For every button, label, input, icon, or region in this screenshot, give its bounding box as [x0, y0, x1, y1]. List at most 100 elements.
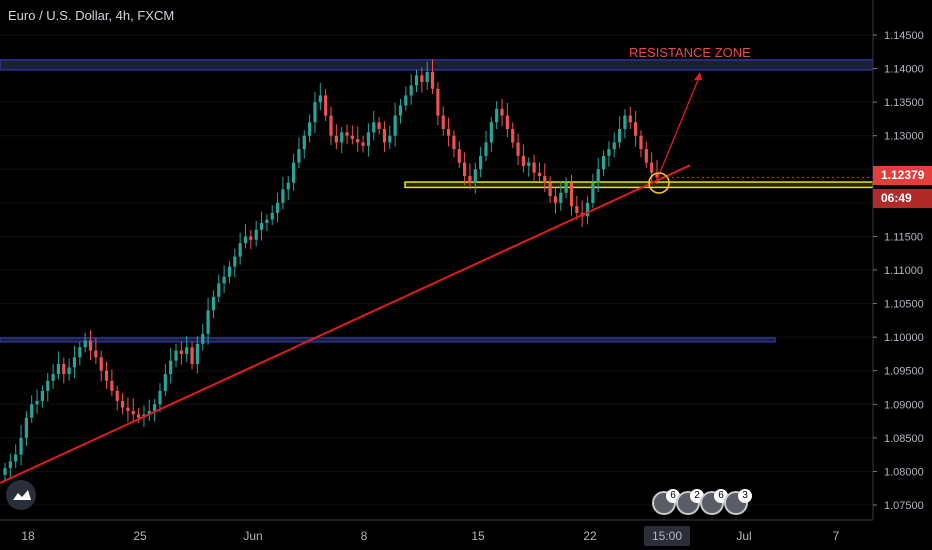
candle-body [313, 102, 317, 123]
candle-body [468, 176, 472, 183]
highlight-circle [648, 172, 670, 194]
price-axis[interactable]: 1.145001.140001.135001.130001.125001.120… [872, 0, 932, 550]
zone-resistance-zone [0, 59, 876, 71]
candle-body [409, 85, 413, 96]
annotations-layer: RESISTANCE ZONE [0, 45, 873, 484]
candle-body [286, 182, 290, 190]
candle-body [569, 182, 574, 207]
candle-body [452, 135, 456, 150]
candle-body [340, 132, 344, 143]
candle-body [270, 212, 274, 220]
candle-body [537, 172, 542, 176]
candle-body [206, 310, 210, 334]
candle-body [345, 132, 349, 136]
candle-body [227, 266, 232, 277]
candle-body [56, 364, 61, 375]
candle-body [163, 374, 167, 391]
candle-body [393, 115, 397, 136]
candle-body [655, 172, 659, 178]
candle-body [628, 115, 632, 123]
tick-label: 1.13000 [884, 131, 924, 143]
candle-body [617, 129, 622, 143]
tick-label: 15:00 [652, 529, 682, 543]
candle-body [147, 411, 151, 415]
candle-body [222, 276, 226, 284]
candle-body [553, 196, 558, 203]
candle-body [505, 115, 509, 129]
candle-body [131, 411, 135, 415]
tick-label: 1.11000 [884, 265, 923, 277]
projection-arrow [657, 74, 701, 178]
candle-body [543, 176, 547, 183]
candle-body [120, 400, 125, 408]
candle-body [575, 206, 579, 213]
time-axis-bg [0, 520, 873, 550]
tick-label: Jun [243, 529, 262, 543]
candle-body [500, 108, 504, 116]
candle-body [233, 256, 237, 267]
trendline [0, 164, 691, 484]
candle-body [639, 135, 643, 150]
candle-body [495, 108, 499, 123]
candle-body [72, 357, 77, 368]
candle-body [596, 169, 600, 183]
tick-label: 18 [21, 529, 35, 543]
tick-label: 7 [833, 529, 840, 543]
candle-body [238, 243, 242, 257]
candle-body [612, 142, 616, 150]
candle-body [195, 343, 199, 364]
candle-body [634, 122, 638, 136]
tick-label: 1.07500 [884, 500, 924, 512]
candle-body [591, 182, 595, 203]
tradingview-logo-icon[interactable] [6, 480, 36, 510]
candle-body [201, 333, 205, 344]
candles [3, 59, 659, 481]
candle-body [350, 135, 354, 140]
candle-body [601, 155, 606, 170]
candle-body [40, 390, 45, 401]
candle-body [275, 202, 280, 213]
event-flag-icon[interactable] [700, 491, 724, 515]
candle-body [473, 169, 477, 183]
candle-body [67, 367, 71, 375]
candle-body [190, 347, 194, 364]
candle-body [430, 71, 435, 89]
candle-body [94, 350, 98, 358]
candle-body [489, 122, 493, 143]
event-flag-icon[interactable] [676, 491, 700, 515]
arrow-head-icon [694, 72, 702, 80]
candle-body [83, 340, 87, 348]
candle-body [297, 149, 301, 163]
candle-body [548, 182, 552, 197]
candle-body [243, 236, 248, 244]
tick-label: 1.14000 [884, 64, 924, 76]
candle-body [382, 129, 387, 143]
zone-lower-zone [0, 337, 776, 343]
candle-body [179, 350, 183, 354]
candle-body [623, 115, 627, 129]
candle-body [259, 223, 264, 230]
candle-body [463, 162, 467, 176]
grid [0, 34, 873, 506]
candle-body [24, 417, 28, 438]
tick-label: 22 [583, 529, 597, 543]
candle-body [585, 202, 590, 217]
last-price-tag: 1.12379 [873, 166, 932, 185]
candle-body [532, 162, 536, 173]
candle-body [153, 404, 157, 411]
candle-body [564, 182, 568, 193]
time-label-bg [644, 526, 690, 546]
candle-body [334, 135, 338, 143]
candle-body [511, 129, 515, 143]
time-axis[interactable]: 18 25 Jun 8 15 22 15:00 Jul 7 [0, 519, 873, 550]
tick-label: 1.11500 [884, 231, 923, 243]
candle-body [88, 340, 93, 351]
tick-label: 15 [471, 529, 485, 543]
tick-label: 1.08000 [884, 466, 924, 478]
candle-body [308, 122, 312, 136]
candle-body [115, 390, 119, 401]
candle-body [19, 437, 23, 455]
candle-body [414, 75, 419, 86]
tick-label: 1.10000 [884, 332, 924, 344]
